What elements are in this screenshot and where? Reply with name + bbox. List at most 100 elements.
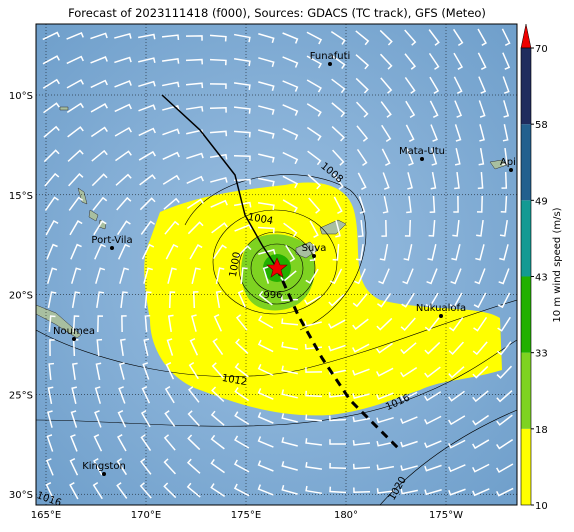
barb	[164, 220, 180, 235]
barb	[478, 147, 485, 166]
barb	[281, 389, 298, 399]
barb	[258, 57, 275, 68]
barb	[186, 198, 204, 210]
barb	[502, 124, 509, 142]
barb	[329, 462, 347, 470]
barb	[96, 291, 105, 309]
barb	[428, 219, 436, 237]
barb	[240, 267, 248, 285]
barb	[376, 342, 393, 354]
barb	[454, 148, 461, 166]
barb	[281, 318, 299, 326]
barb	[472, 365, 489, 379]
barb	[377, 293, 392, 308]
barb	[71, 291, 81, 309]
barb	[71, 362, 78, 381]
barb	[306, 126, 322, 141]
barb	[354, 268, 366, 285]
barb	[427, 244, 437, 261]
frame	[35, 23, 518, 506]
barb	[212, 338, 224, 356]
colorbar-tick-label: 43	[535, 273, 548, 284]
barb	[424, 391, 442, 402]
barb	[192, 291, 199, 309]
place-dot	[328, 62, 332, 66]
barb	[332, 173, 344, 190]
barb	[47, 386, 54, 405]
barb	[331, 78, 346, 94]
barb	[211, 222, 228, 234]
barb	[235, 338, 249, 354]
lon-label: 180°	[334, 510, 358, 521]
barb	[163, 482, 177, 499]
barb	[379, 53, 393, 70]
barb	[161, 34, 180, 41]
barb	[233, 178, 251, 185]
barb	[381, 148, 391, 166]
barb	[186, 482, 201, 498]
barb	[309, 220, 319, 238]
barb	[496, 463, 514, 474]
barb	[403, 244, 413, 261]
barb	[352, 368, 370, 376]
barb	[353, 487, 371, 494]
place-dot	[312, 254, 316, 258]
barb	[215, 267, 225, 284]
barb	[167, 314, 174, 333]
barb	[454, 171, 460, 190]
barb	[472, 341, 488, 356]
barb	[90, 32, 108, 40]
barb	[497, 316, 511, 332]
barb	[452, 28, 464, 46]
colorbar-label: 10 m wind speed (m/s)	[552, 207, 563, 322]
barb	[138, 150, 156, 161]
barb	[185, 105, 204, 112]
place-label: Funafuti	[310, 51, 351, 62]
barb	[47, 291, 57, 308]
title: Forecast of 2023111418 (f000), Sources: …	[68, 6, 486, 20]
isobar-label: 1004	[247, 212, 274, 227]
barb	[424, 317, 440, 332]
barb	[381, 219, 387, 237]
barb	[478, 76, 487, 94]
lon-label: 175°E	[231, 510, 261, 521]
place-dot	[420, 157, 424, 161]
barb	[428, 29, 440, 46]
barb	[121, 315, 127, 333]
barb	[281, 365, 298, 375]
barb	[163, 197, 180, 210]
barb	[478, 100, 486, 118]
barb	[70, 267, 82, 284]
barb	[66, 55, 84, 65]
barb	[258, 290, 273, 306]
barb	[168, 291, 176, 309]
barb	[163, 458, 177, 475]
barb	[355, 54, 370, 70]
barb	[162, 81, 180, 88]
barb	[138, 127, 156, 137]
barb	[430, 124, 438, 142]
barb	[357, 172, 367, 190]
colorbar-segment	[521, 276, 531, 353]
barb	[139, 197, 156, 211]
barb	[257, 201, 275, 211]
barb	[282, 56, 299, 68]
barb	[496, 365, 513, 379]
barb	[376, 392, 394, 400]
barb	[406, 195, 412, 214]
barb	[144, 291, 152, 309]
place-dot	[72, 337, 76, 341]
barb	[212, 244, 227, 260]
graticule	[36, 24, 517, 505]
barb	[352, 343, 370, 353]
barb	[140, 410, 151, 428]
barb	[451, 244, 461, 261]
barb	[138, 57, 156, 63]
lon-label: 175°W	[429, 510, 463, 521]
barb	[477, 171, 484, 190]
barb	[281, 413, 298, 423]
barb	[162, 105, 180, 111]
barb	[185, 35, 203, 41]
barb	[429, 195, 436, 214]
barb	[210, 483, 226, 498]
